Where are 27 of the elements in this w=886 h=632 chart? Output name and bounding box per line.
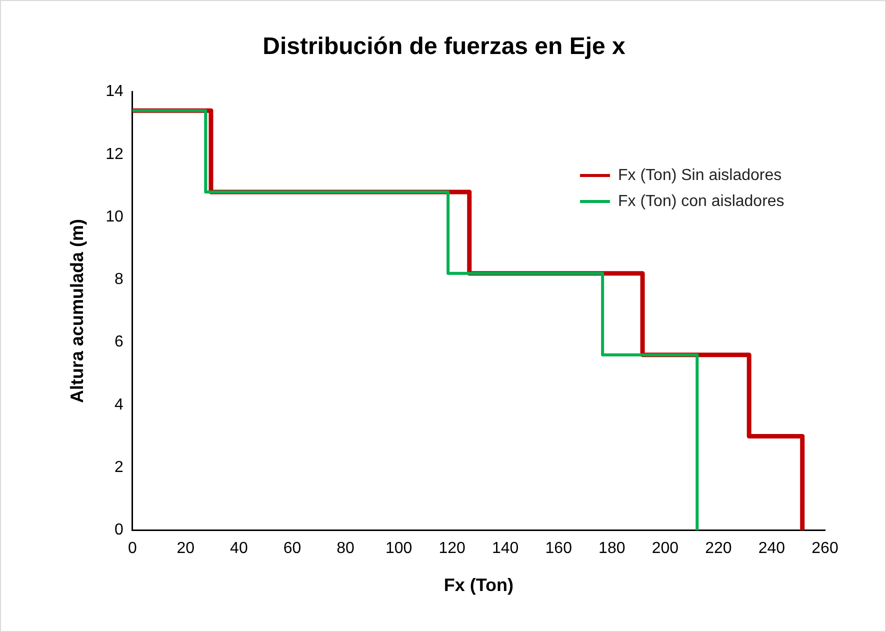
y-tick-label: 14: [106, 83, 124, 100]
x-tick-label: 60: [283, 540, 302, 558]
x-tick-label: 260: [812, 540, 838, 558]
x-tick-label: 240: [758, 540, 786, 558]
x-tick-label: 220: [705, 540, 732, 558]
y-tick-label: 4: [114, 396, 124, 414]
y-tick-label: 10: [106, 208, 124, 226]
legend-label: Fx (Ton) Sin aisladores: [618, 166, 782, 185]
x-tick-label: 40: [230, 540, 248, 558]
x-tick-label: 80: [336, 540, 355, 558]
x-tick-label: 20: [176, 540, 195, 558]
y-tick-label: 6: [114, 334, 124, 351]
x-tick-label: 140: [492, 540, 519, 558]
y-tick-label: 2: [114, 458, 124, 476]
x-tick-label: 0: [128, 540, 137, 558]
chart-title: Distribución de fuerzas en Eje x: [262, 33, 626, 60]
x-tick-label: 100: [385, 540, 412, 558]
legend-label: Fx (Ton) con aisladores: [618, 192, 784, 211]
y-tick-label: 8: [114, 271, 124, 288]
y-tick-label: 12: [106, 146, 124, 163]
y-axis-title: Altura acumulada (m): [66, 218, 87, 404]
x-tick-label: 200: [652, 540, 679, 558]
x-tick-label: 180: [598, 540, 626, 558]
x-tick-label: 160: [545, 540, 572, 558]
y-tick-label: 0: [114, 522, 124, 539]
x-axis-title: Fx (Ton): [444, 575, 514, 596]
x-tick-label: 120: [438, 540, 466, 558]
